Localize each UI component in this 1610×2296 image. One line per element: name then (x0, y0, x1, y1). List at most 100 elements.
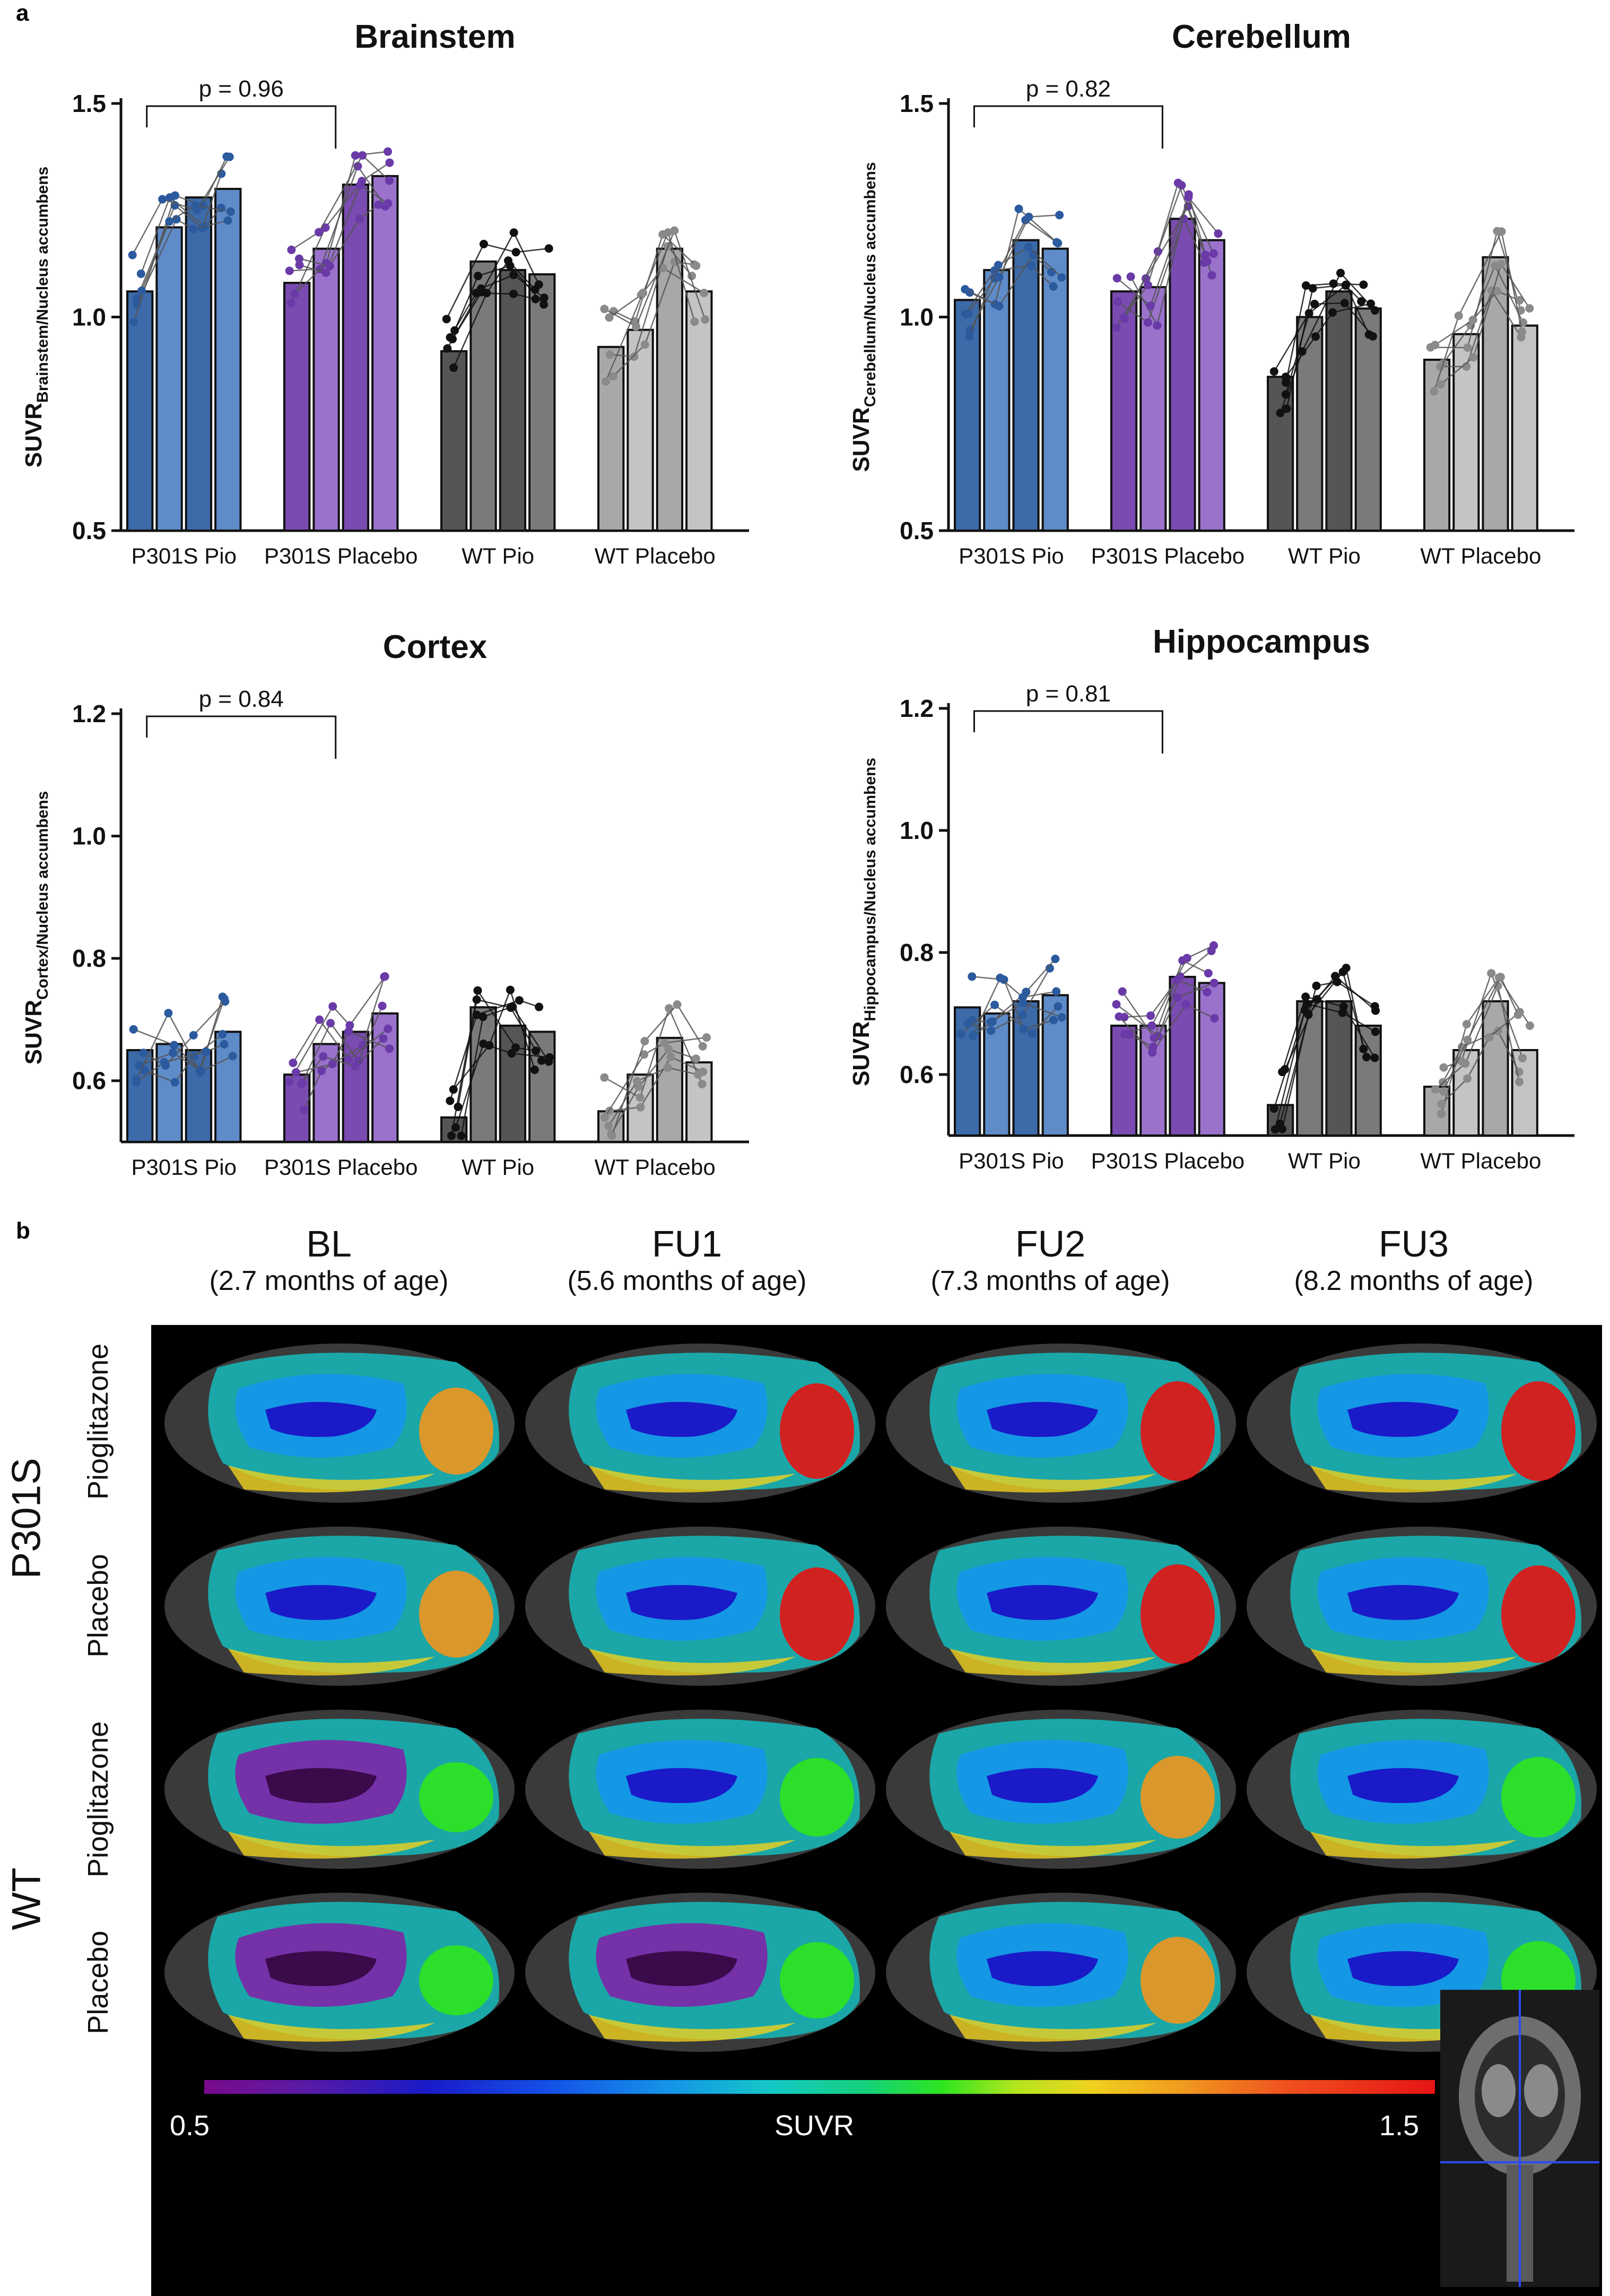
subject-point (702, 1033, 711, 1042)
subject-point (1112, 323, 1121, 332)
bar (1482, 1000, 1509, 1137)
column-label: FU1 (651, 1223, 723, 1264)
subject-point (545, 1053, 554, 1062)
subject-point (1209, 941, 1218, 950)
subject-point (1278, 1124, 1287, 1133)
subject-point (509, 271, 518, 280)
bar (155, 226, 183, 532)
subject-line (449, 999, 539, 1101)
subject-line (1281, 996, 1376, 1072)
y-tick-label: 1.5 (72, 90, 106, 117)
subject-line (1124, 184, 1214, 319)
subject-point (136, 269, 145, 278)
subject-point (544, 244, 553, 253)
subject-line (1434, 290, 1520, 346)
subject-line (969, 214, 1060, 331)
bar (1041, 247, 1069, 532)
subject-point (1525, 1021, 1534, 1030)
subject-point (326, 1019, 335, 1028)
subject-line (1280, 272, 1376, 413)
y-axis-label: SUVRCerebellum/Nucleus accumbens (848, 162, 879, 472)
y-tick-label: 0.6 (900, 1061, 934, 1088)
subject-point (1055, 211, 1064, 220)
subject-point (135, 1061, 144, 1070)
subject-point (701, 315, 710, 324)
subject-point (1339, 1002, 1348, 1011)
subject-line (299, 184, 389, 274)
subject-point (969, 1030, 978, 1039)
subject-point (608, 372, 617, 381)
group-label-p301s: P301S (4, 1458, 49, 1579)
subject-point (1209, 978, 1219, 987)
subject-point (636, 1093, 645, 1102)
bar (685, 290, 713, 532)
subject-point (1278, 1068, 1287, 1077)
subject-point (1487, 969, 1496, 978)
subject-point (472, 995, 481, 1004)
x-tick-label: WT Pio (462, 1155, 534, 1180)
subject-point (218, 1030, 227, 1039)
subject-line (136, 173, 222, 299)
subject-point (1439, 1087, 1448, 1096)
subject-point (193, 205, 202, 214)
subject-point (447, 1131, 456, 1140)
y-tick-label: 1.0 (900, 304, 934, 331)
subject-point (378, 1001, 387, 1010)
subject-point (1113, 297, 1122, 306)
subject-point (168, 1049, 177, 1058)
subject-point (1204, 969, 1213, 978)
subject-line (1124, 978, 1208, 1018)
y-tick-label: 1.5 (900, 90, 934, 117)
column-age: (2.7 months of age) (209, 1266, 449, 1296)
subject-point (1173, 975, 1182, 984)
subject-point (129, 1025, 138, 1034)
y-axis-label: SUVRCortex/Nucleus accumbens (21, 791, 51, 1065)
column-header-fu1: FU1 (5.6 months of age) (517, 1223, 857, 1297)
pet-brain-slice (520, 1513, 881, 1726)
subject-point (294, 254, 303, 263)
subject-line (604, 229, 706, 328)
subject-point (317, 1066, 326, 1075)
pet-brain-slice (159, 1879, 520, 2092)
y-tick-label: 0.8 (72, 945, 106, 972)
bar (1511, 1049, 1538, 1137)
significance-bracket (146, 715, 337, 759)
y-tick-label: 0.5 (72, 517, 106, 544)
subject-line (303, 976, 385, 1111)
subject-line (301, 1038, 384, 1084)
subject-point (442, 315, 451, 324)
subject-point (228, 1052, 237, 1061)
subject-point (1301, 992, 1310, 1001)
subject-point (1454, 311, 1463, 320)
subject-line (289, 976, 386, 1082)
subject-point (1027, 261, 1036, 270)
subject-point (290, 289, 299, 298)
subject-line (1442, 264, 1524, 364)
subject-point (1310, 299, 1319, 308)
subject-point (1370, 1002, 1379, 1011)
subject-point (385, 158, 394, 167)
y-tick-label: 1.2 (900, 695, 934, 722)
x-tick-label: P301S Placebo (1091, 543, 1245, 568)
subject-point (298, 1079, 307, 1088)
subject-point (202, 1047, 211, 1056)
subject-line (141, 204, 231, 291)
subject-line (452, 987, 536, 1090)
subject-point (1518, 327, 1527, 336)
subject-point (1184, 193, 1193, 202)
subject-point (1269, 1104, 1278, 1113)
subject-point (1147, 1021, 1156, 1030)
p-value-annotation: p = 0.96 (199, 76, 284, 102)
subject-point (1173, 178, 1182, 187)
p-value-annotation: p = 0.82 (1026, 76, 1111, 102)
subject-point (384, 147, 393, 156)
subject-point (472, 1010, 481, 1019)
x-tick-label: WT Pio (462, 543, 534, 568)
subject-point (482, 289, 491, 298)
subject-point (1054, 1002, 1063, 1011)
subject-line (611, 1003, 703, 1136)
significance-bracket (973, 105, 1163, 149)
subject-line (140, 196, 222, 274)
subject-line (1443, 971, 1524, 1068)
subject-point (1210, 1013, 1219, 1023)
